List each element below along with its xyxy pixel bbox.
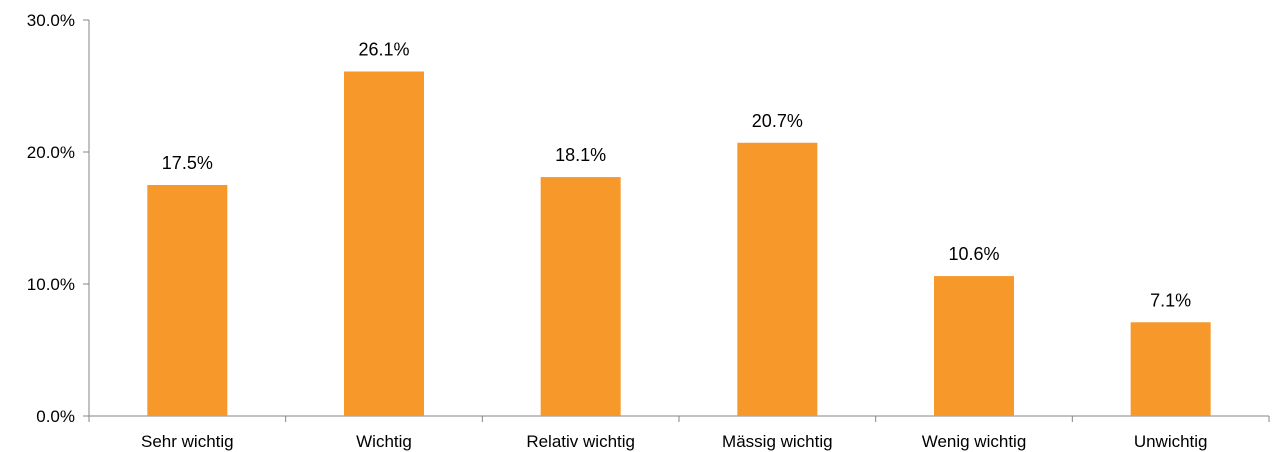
y-tick-label: 20.0% <box>27 143 75 162</box>
bar <box>934 276 1014 416</box>
data-label: 17.5% <box>162 153 213 173</box>
category-label: Unwichtig <box>1134 432 1208 451</box>
data-label: 18.1% <box>555 145 606 165</box>
category-label: Relativ wichtig <box>526 432 635 451</box>
bars <box>147 71 1211 416</box>
bar <box>540 177 621 416</box>
x-axis <box>88 415 1270 422</box>
data-label: 20.7% <box>752 111 803 131</box>
data-label: 26.1% <box>358 39 409 59</box>
data-labels: 17.5% 26.1% 18.1% 20.7% 10.6% 7.1% <box>162 39 1191 310</box>
category-label: Sehr wichtig <box>141 432 234 451</box>
y-axis: 0.0% 10.0% 20.0% 30.0% <box>27 11 90 426</box>
category-labels: Sehr wichtig Wichtig Relativ wichtig Mässig… <box>141 432 1207 451</box>
category-label: Wichtig <box>356 432 412 451</box>
bar <box>1130 322 1211 416</box>
y-tick-label: 30.0% <box>27 11 75 30</box>
data-label: 10.6% <box>948 244 999 264</box>
bar <box>344 71 424 416</box>
data-label: 7.1% <box>1150 290 1191 310</box>
bar <box>147 185 228 416</box>
category-label: Wenig wichtig <box>922 432 1027 451</box>
category-label: Mässig wichtig <box>722 432 833 451</box>
y-tick-label: 10.0% <box>27 275 75 294</box>
y-tick-label: 0.0% <box>36 407 75 426</box>
bar <box>737 142 818 416</box>
